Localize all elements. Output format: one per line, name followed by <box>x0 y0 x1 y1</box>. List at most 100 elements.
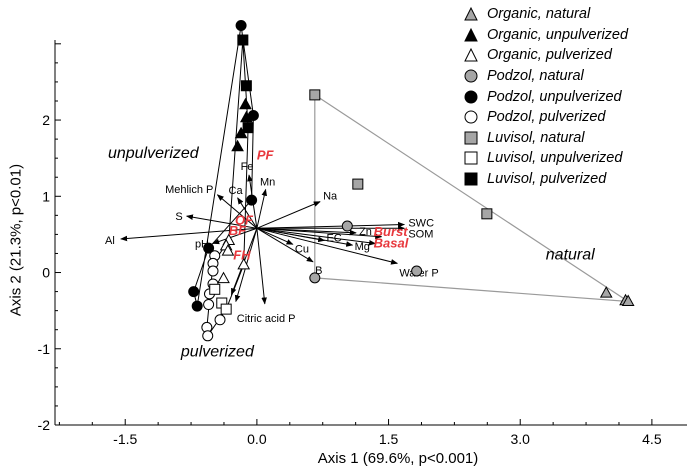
response-label: BF <box>229 223 247 238</box>
vector-arrow <box>256 227 377 246</box>
legend-marker-square-icon <box>463 130 479 146</box>
x-tick-label: 4.5 <box>642 431 662 447</box>
vector-label: Ca <box>229 185 244 197</box>
y-tick-label: 1 <box>42 188 50 204</box>
point-luvisol-natural <box>352 178 364 190</box>
legend-marker-triangle-icon <box>463 27 479 43</box>
vector-label: B <box>315 265 322 277</box>
vector-arrow <box>256 227 383 240</box>
vector-label: S <box>175 211 182 223</box>
legend-label: Luvisol, unpulverized <box>487 150 623 167</box>
vector-arrow <box>256 188 268 229</box>
vector-arrow <box>256 227 354 247</box>
point-organic-natural <box>621 294 635 306</box>
group-label: pulverized <box>180 343 255 360</box>
legend-marker-circle-icon <box>463 109 479 125</box>
legend-item: Luvisol, natural <box>463 128 628 149</box>
legend-label: Podzol, natural <box>487 68 584 85</box>
legend: Organic, natural Organic, unpulverized Org… <box>463 4 628 189</box>
response-label: Burst <box>374 224 409 239</box>
legend-label: Organic, pulverized <box>487 47 612 64</box>
legend-item: Organic, pulverized <box>463 45 628 66</box>
y-tick-label: 2 <box>42 112 50 128</box>
point-podzol-unpulverized <box>203 242 215 254</box>
point-luvisol-natural <box>481 208 493 220</box>
x-axis-label: Axis 1 (69.6%, p<0.001) <box>317 450 479 467</box>
point-podzol-unpulverized <box>188 286 200 298</box>
point-luvisol-pulverized <box>240 80 252 92</box>
point-luvisol-natural <box>309 89 321 101</box>
y-tick-label: -2 <box>38 417 51 433</box>
vector-label: Al <box>105 235 115 247</box>
hull-natural <box>314 93 631 303</box>
point-podzol-natural <box>341 220 353 232</box>
point-organic-pulverized <box>237 257 251 270</box>
legend-label: Organic, unpulverized <box>487 26 629 43</box>
legend-item: Luvisol, unpulverized <box>463 148 628 169</box>
point-podzol-unpulverized <box>235 20 247 32</box>
vector-label: SWC <box>408 217 434 229</box>
legend-label: Luvisol, pulverized <box>487 171 607 188</box>
x-tick-label: 3.0 <box>510 431 530 447</box>
point-podzol-natural <box>309 272 321 284</box>
vector-arrow <box>212 227 258 245</box>
point-organic-pulverized <box>217 271 230 284</box>
group-label: unpulverized <box>108 145 200 162</box>
legend-item: Organic, natural <box>463 4 628 25</box>
y-tick-label: 0 <box>42 265 50 281</box>
point-luvisol-unpulverized <box>220 303 232 315</box>
group-label: natural <box>546 247 595 264</box>
vector-arrow <box>256 227 399 265</box>
point-podzol-unpulverized <box>191 300 203 312</box>
legend-item: Podzol, pulverized <box>463 107 628 128</box>
legend-marker-circle-icon <box>463 89 479 105</box>
vector-arrow <box>216 194 258 229</box>
point-organic-pulverized <box>221 244 235 256</box>
x-tick-label: -1.5 <box>113 431 137 447</box>
point-organic-natural <box>599 286 613 298</box>
response-label: FH <box>233 248 251 263</box>
point-podzol-unpulverized <box>246 194 258 206</box>
point-podzol-pulverized <box>214 314 226 326</box>
vector-label: Mehlich P <box>165 184 213 196</box>
response-label: PF <box>257 148 275 163</box>
vector-label: Na <box>323 191 338 203</box>
point-podzol-unpulverized <box>247 109 259 121</box>
legend-item: Organic, unpulverized <box>463 25 628 46</box>
legend-item: Podzol, natural <box>463 66 628 87</box>
legend-marker-square-icon <box>463 171 479 187</box>
point-podzol-pulverized <box>203 299 215 311</box>
legend-label: Organic, natural <box>487 6 591 23</box>
point-podzol-pulverized <box>202 330 214 342</box>
vector-arrow <box>120 227 257 242</box>
vector-label: EC <box>326 233 341 245</box>
legend-marker-triangle-icon <box>463 47 479 63</box>
legend-marker-triangle-icon <box>463 6 479 22</box>
legend-label: Luvisol, natural <box>487 129 585 146</box>
y-tick-label: -1 <box>38 341 51 357</box>
point-podzol-pulverized <box>207 265 219 277</box>
data-points <box>188 20 635 342</box>
vector-arrow <box>256 227 314 263</box>
vector-arrow <box>256 201 321 229</box>
point-luvisol-pulverized <box>237 34 249 46</box>
response-label: QF <box>235 212 254 227</box>
vector-label: Fe <box>241 161 254 173</box>
vector-arrow <box>185 214 257 229</box>
vector-label: Cu <box>295 243 309 255</box>
vector-label: Zn <box>359 226 372 238</box>
point-podzol-natural <box>411 265 423 277</box>
vector-label: Mn <box>260 176 275 188</box>
vector-label: SOM <box>408 228 433 240</box>
x-tick-label: 1.5 <box>379 431 399 447</box>
point-luvisol-pulverized <box>242 122 254 134</box>
point-luvisol-unpulverized <box>209 283 221 295</box>
legend-label: Podzol, unpulverized <box>487 88 622 105</box>
legend-label: Podzol, pulverized <box>487 109 606 126</box>
y-axis-label: Axis 2 (21.3%, p<0.01) <box>7 163 25 317</box>
vector-arrow <box>256 221 406 229</box>
